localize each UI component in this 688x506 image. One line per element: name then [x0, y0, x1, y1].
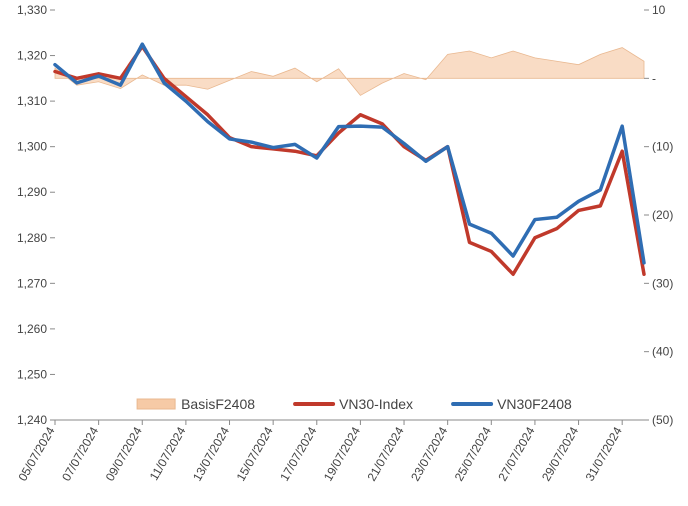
left-axis-tick-label: 1,300 [17, 140, 47, 154]
x-axis-tick-label: 31/07/2024 [583, 424, 625, 483]
left-axis-tick-label: 1,290 [17, 185, 47, 199]
legend-label: BasisF2408 [181, 396, 255, 412]
x-axis-tick-label: 09/07/2024 [103, 424, 145, 483]
left-axis-tick-label: 1,260 [17, 322, 47, 336]
legend-label: VN30F2408 [497, 396, 572, 412]
x-axis-tick-label: 05/07/2024 [15, 424, 57, 483]
right-axis-tick-label: (30) [652, 276, 673, 290]
x-axis-tick-label: 19/07/2024 [321, 424, 363, 483]
x-axis-tick-label: 17/07/2024 [277, 424, 319, 483]
x-axis-tick-label: 21/07/2024 [364, 424, 406, 483]
left-axis-tick-label: 1,240 [17, 413, 47, 427]
x-axis-tick-label: 07/07/2024 [59, 424, 101, 483]
legend-swatch-basis [137, 399, 175, 409]
x-axis-tick-label: 23/07/2024 [408, 424, 450, 483]
right-axis-tick-label: - [652, 71, 656, 85]
right-axis-tick-label: (50) [652, 413, 673, 427]
x-axis-tick-label: 15/07/2024 [234, 424, 276, 483]
left-axis-tick-label: 1,250 [17, 367, 47, 381]
right-axis-tick-label: 10 [652, 3, 666, 17]
left-axis-tick-label: 1,270 [17, 276, 47, 290]
right-axis-tick-label: (10) [652, 140, 673, 154]
x-axis-tick-label: 29/07/2024 [539, 424, 581, 483]
right-axis-tick-label: (40) [652, 345, 673, 359]
left-axis-tick-label: 1,320 [17, 49, 47, 63]
basis-area [55, 48, 644, 96]
left-axis-tick-label: 1,280 [17, 231, 47, 245]
left-axis-tick-label: 1,310 [17, 94, 47, 108]
x-axis-tick-label: 13/07/2024 [190, 424, 232, 483]
x-axis-tick-label: 11/07/2024 [147, 424, 189, 483]
x-axis-tick-label: 27/07/2024 [495, 424, 537, 483]
left-axis-tick-label: 1,330 [17, 3, 47, 17]
chart-container: 1,240 1,250 1,260 1,270 1,280 1,290 1,300 1,310… [0, 0, 688, 506]
right-axis-tick-label: (20) [652, 208, 673, 222]
chart-svg: 1,240 1,250 1,260 1,270 1,280 1,290 1,300 1,310… [0, 0, 688, 506]
x-axis-tick-label: 25/07/2024 [452, 424, 494, 483]
legend-label: VN30-Index [339, 396, 413, 412]
